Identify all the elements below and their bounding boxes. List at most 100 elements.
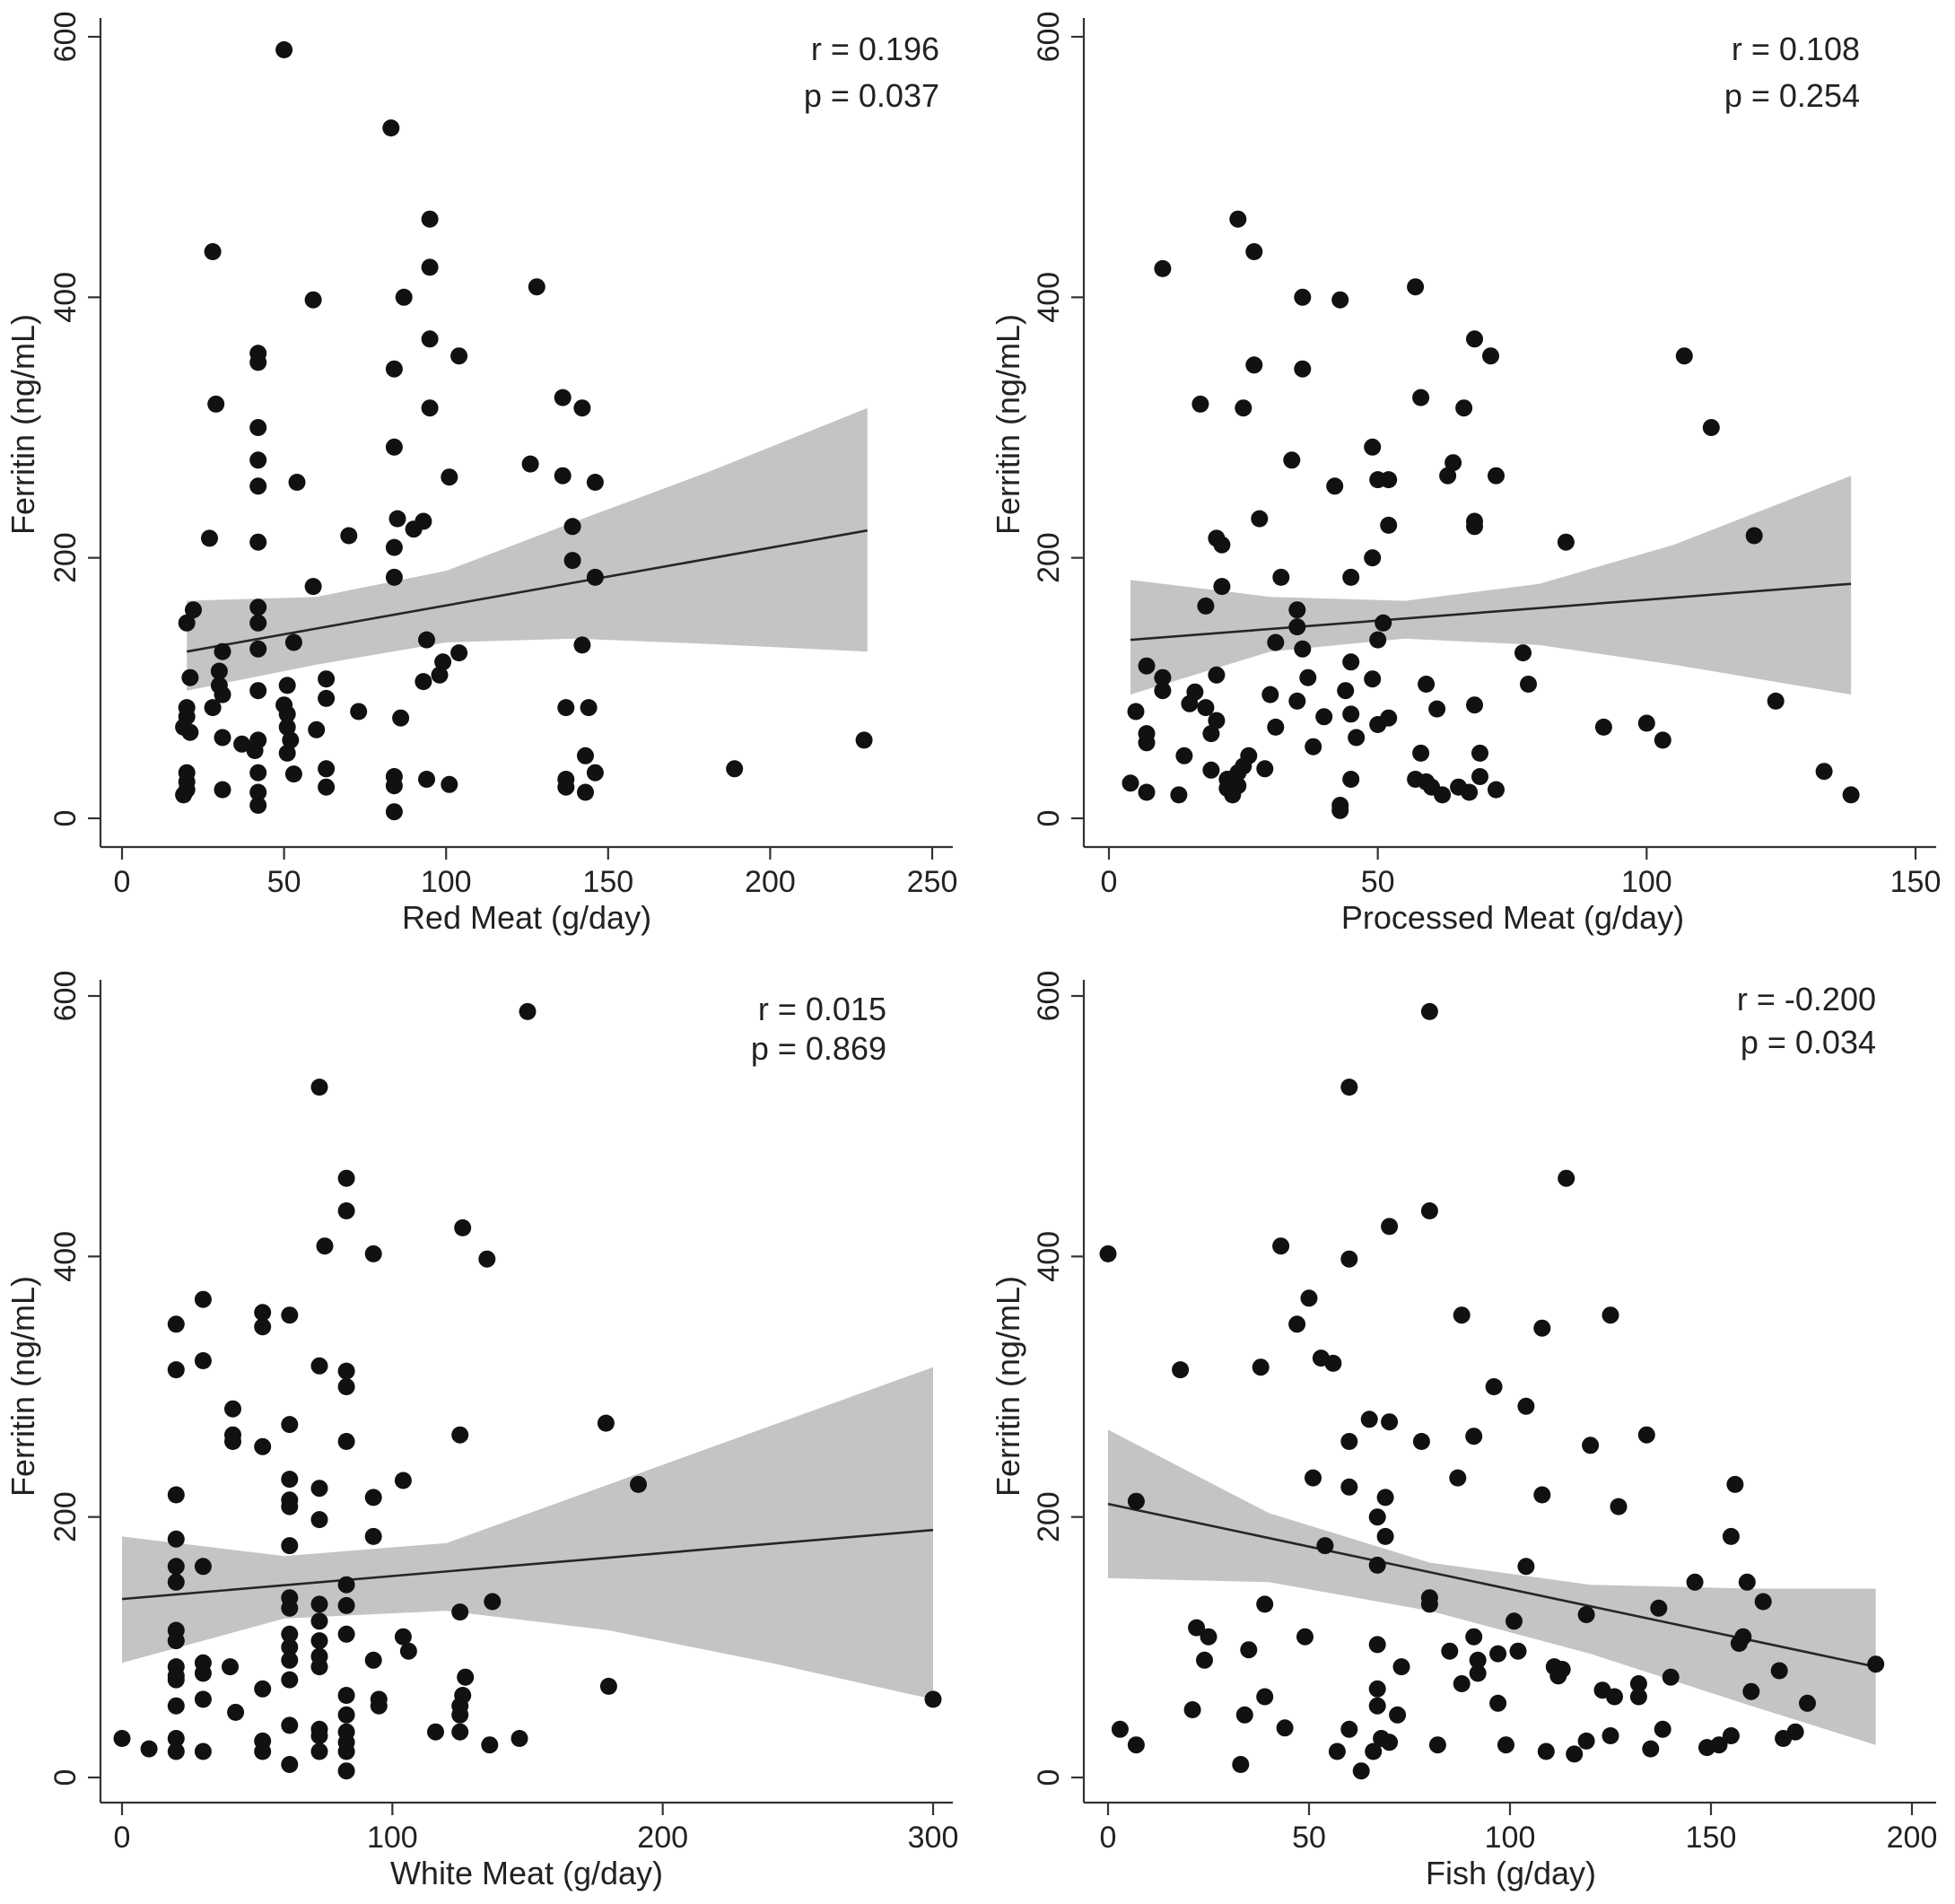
data-point: [1376, 1489, 1394, 1507]
data-point: [1294, 640, 1312, 658]
data-point: [1654, 1720, 1671, 1738]
data-point: [1328, 1742, 1346, 1760]
data-point: [1675, 347, 1693, 365]
data-point: [1602, 1727, 1619, 1744]
data-point: [554, 389, 572, 406]
data-point: [563, 518, 581, 536]
x-tick-label: 0: [1101, 865, 1118, 899]
data-point: [227, 1703, 245, 1721]
x-tick-label: 100: [1485, 1821, 1536, 1855]
p-value-label: p = 0.869: [751, 1030, 886, 1067]
data-point: [337, 1687, 355, 1704]
data-point: [214, 781, 231, 799]
data-point: [254, 1437, 272, 1455]
data-point: [1340, 1433, 1358, 1450]
data-point: [337, 1202, 355, 1219]
data-point: [167, 1632, 185, 1650]
data-point: [337, 1576, 355, 1594]
data-point: [1434, 786, 1452, 804]
data-point: [337, 1596, 355, 1614]
data-point: [282, 731, 300, 749]
data-point: [249, 614, 267, 632]
data-point: [254, 1742, 272, 1760]
data-point: [318, 760, 336, 778]
data-point: [1842, 786, 1860, 804]
data-point: [194, 1664, 212, 1682]
data-point: [1202, 761, 1220, 779]
data-point: [249, 731, 267, 749]
data-point: [399, 1642, 417, 1660]
p-value-label: p = 0.037: [804, 77, 939, 114]
data-point: [278, 705, 296, 723]
data-point: [364, 1245, 382, 1262]
data-point: [1461, 783, 1479, 801]
regression-line: [1107, 1502, 1876, 1668]
data-point: [418, 771, 435, 788]
data-point: [194, 1352, 212, 1369]
data-point: [1331, 801, 1349, 819]
y-tick-label: 600: [48, 12, 83, 63]
y-tick-label: 600: [48, 971, 83, 1022]
data-point: [382, 119, 400, 137]
data-point: [484, 1593, 502, 1611]
x-tick-label: 50: [1292, 1821, 1326, 1855]
data-point: [1122, 774, 1139, 792]
data-point: [528, 278, 545, 296]
data-point: [284, 765, 302, 783]
correlation-r-label: r = 0.015: [758, 991, 886, 1027]
data-point: [573, 399, 591, 417]
data-point: [1368, 1697, 1386, 1715]
data-point: [214, 642, 231, 660]
data-point: [563, 552, 581, 570]
p-value-label: p = 0.034: [1741, 1024, 1876, 1061]
data-point: [1364, 670, 1382, 688]
data-point: [249, 682, 267, 700]
data-point: [1188, 1619, 1206, 1637]
data-point: [310, 1727, 328, 1744]
data-point: [310, 1357, 328, 1375]
y-axis-title: Ferritin (ng/mL): [990, 314, 1026, 535]
data-point: [178, 764, 196, 782]
data-point: [167, 1697, 185, 1715]
data-point: [281, 1651, 299, 1669]
data-point: [580, 699, 598, 717]
y-tick-label: 0: [48, 810, 83, 827]
correlation-r-label: r = 0.108: [1732, 31, 1860, 67]
y-tick-label: 600: [1032, 12, 1066, 63]
data-point: [1482, 347, 1499, 365]
data-point: [310, 1480, 328, 1498]
data-point: [1517, 1558, 1535, 1576]
data-point: [394, 1472, 412, 1489]
data-point: [1418, 676, 1436, 693]
data-point: [573, 636, 591, 654]
data-point: [281, 1537, 299, 1555]
data-point: [1517, 1397, 1535, 1415]
x-axis-title: White Meat (g/day): [390, 1855, 663, 1891]
data-point: [1381, 1734, 1399, 1751]
y-tick-label: 200: [1032, 532, 1066, 583]
data-point: [1566, 1745, 1584, 1763]
data-point: [441, 468, 458, 486]
data-point: [364, 1489, 382, 1507]
data-point: [1208, 666, 1226, 684]
x-axis-title: Red Meat (g/day): [402, 899, 651, 936]
data-point: [1191, 395, 1209, 413]
x-tick-label: 50: [267, 865, 301, 899]
data-point: [1444, 454, 1462, 472]
y-axis-title: Ferritin (ng/mL): [4, 1276, 41, 1497]
data-point: [249, 598, 267, 616]
data-point: [1466, 330, 1483, 348]
data-point: [288, 474, 306, 491]
data-point: [1245, 243, 1263, 260]
data-point: [194, 1690, 212, 1708]
data-point: [1252, 1358, 1270, 1376]
y-tick-label: 0: [1032, 810, 1066, 827]
data-point: [554, 467, 572, 485]
data-point: [1360, 1411, 1378, 1428]
data-point: [1553, 1661, 1571, 1678]
data-point: [1369, 631, 1387, 649]
data-point: [1407, 278, 1425, 296]
data-point: [418, 631, 435, 649]
data-point: [1213, 578, 1231, 596]
data-point: [178, 699, 196, 717]
